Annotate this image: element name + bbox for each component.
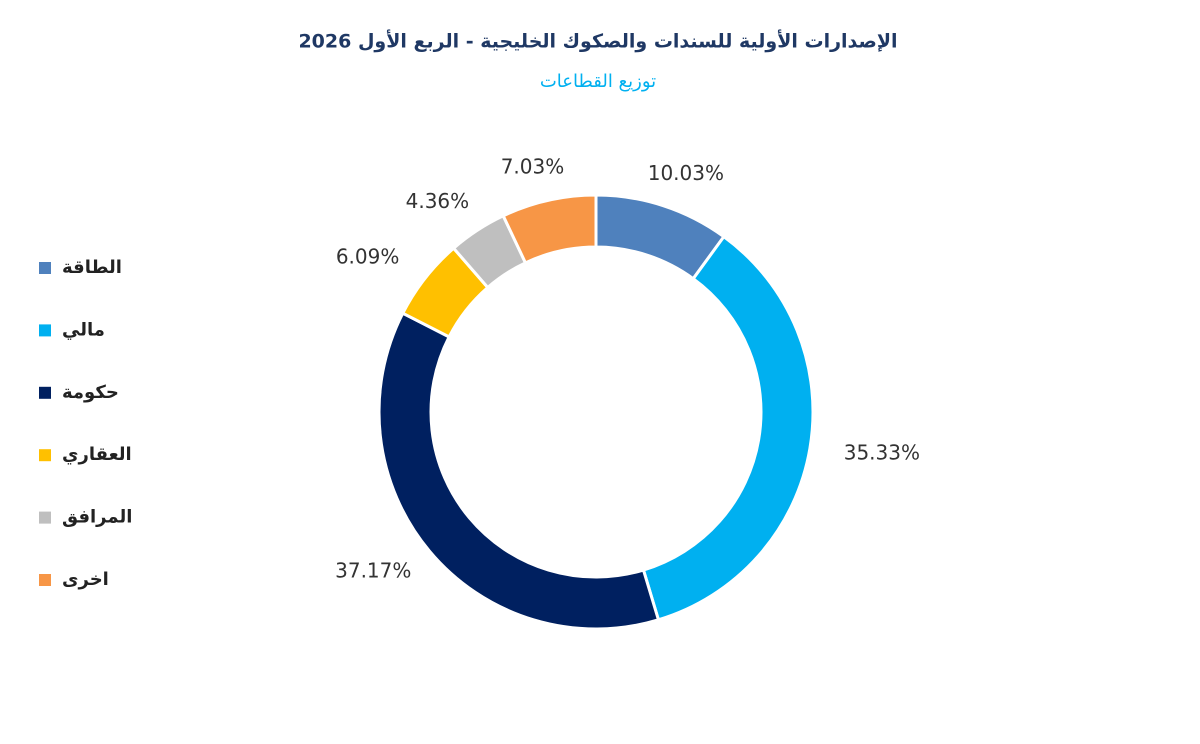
legend-swatch — [39, 511, 51, 524]
value-label: 7.03% — [501, 155, 565, 179]
donut-segment — [377, 311, 661, 631]
chart-subtitle: توزيع القطاعات — [540, 71, 656, 92]
value-label: 37.17% — [335, 559, 411, 583]
value-label: 6.09% — [336, 244, 400, 268]
value-label: 35.33% — [844, 441, 920, 465]
value-label: 4.36% — [406, 189, 470, 213]
legend-text: العقاري — [62, 444, 132, 465]
legend-text: الطاقة — [62, 257, 122, 278]
legend-swatch — [39, 574, 51, 586]
chart-title: الإصدارات الأولية للسندات والصكوك الخليج… — [298, 30, 897, 53]
legend-text: اخرى — [62, 569, 109, 590]
legend-swatch — [39, 449, 51, 462]
legend-swatch — [39, 262, 51, 274]
value-label: 10.03% — [648, 161, 724, 185]
donut-segment — [501, 193, 598, 265]
legend-text: المرافق — [62, 507, 132, 528]
legend-text: حكومة — [62, 382, 119, 403]
legend-swatch — [39, 386, 51, 399]
donut-segment — [641, 234, 815, 622]
legend-text: مالي — [62, 319, 105, 340]
legend-swatch — [39, 324, 51, 337]
